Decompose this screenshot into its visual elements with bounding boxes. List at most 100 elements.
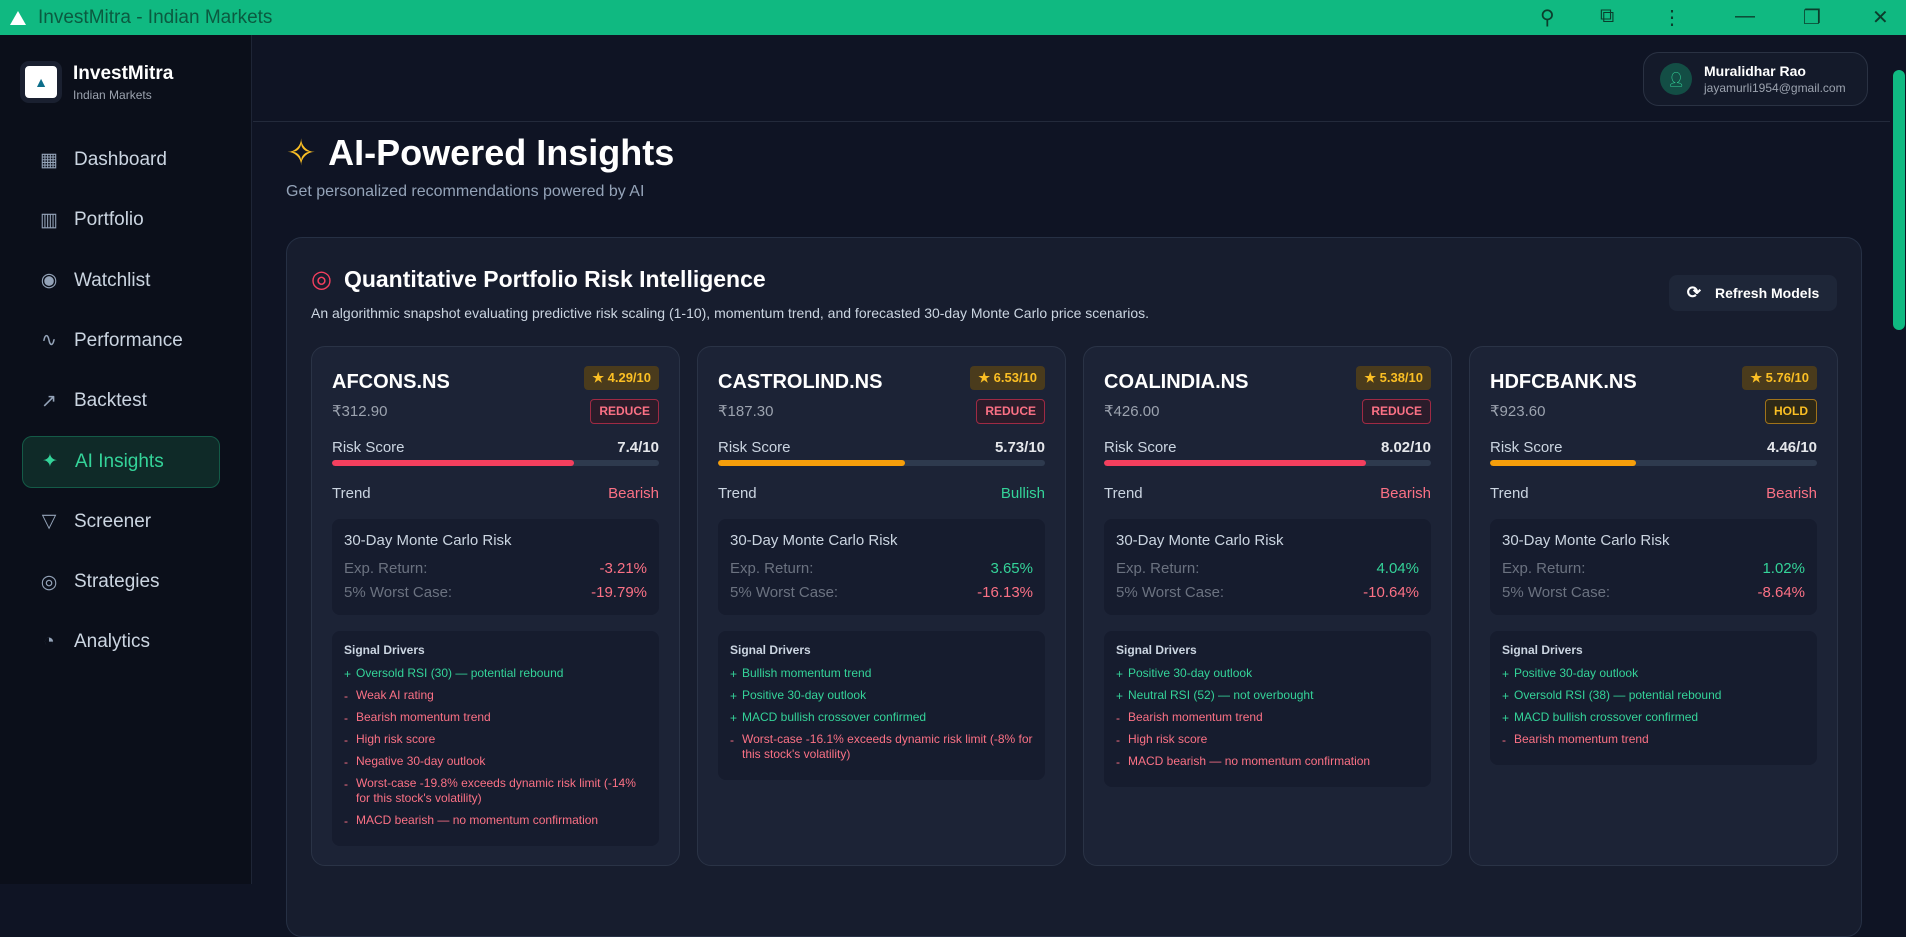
signal-driver: - MACD bearish — no momentum confirmation	[344, 813, 599, 828]
signal-driver: - Worst-case -16.1% exceeds dynamic risk …	[730, 732, 1033, 761]
scrollbar-thumb[interactable]	[1893, 70, 1905, 330]
sidebar-item-label: AI Insights	[75, 450, 164, 472]
exp-return-value: 3.65%	[990, 560, 1033, 577]
exp-return-label: Exp. Return:	[1502, 560, 1586, 577]
signal-drivers-box: Signal Drivers + Positive 30-day outlook + N…	[1104, 631, 1431, 787]
brand-logo: ▲	[20, 61, 62, 103]
signal-driver: + Positive 30-day outlook	[1116, 666, 1253, 681]
signal-driver: - High risk score	[344, 732, 436, 747]
refresh-icon: ⟳	[1686, 283, 1701, 302]
trend-value: Bearish	[1380, 485, 1431, 502]
action-badge: HOLD	[1765, 399, 1817, 424]
panel-title: ◎ Quantitative Portfolio Risk Intelligen…	[311, 266, 766, 293]
trending-up-icon: ↗	[41, 390, 57, 412]
page-title: ✧ AI-Powered Insights	[286, 132, 675, 173]
worst-case-label: 5% Worst Case:	[344, 584, 453, 601]
signal-driver: + Positive 30-day outlook	[730, 688, 867, 703]
signal-drivers-box: Signal Drivers + Oversold RSI (30) — poten…	[332, 631, 659, 846]
sidebar-item-backtest[interactable]: ↗ Backtest	[22, 375, 220, 427]
sidebar-item-label: Portfolio	[74, 209, 144, 231]
signal-driver: + MACD bullish crossover confirmed	[730, 710, 927, 725]
risk-score-label: Risk Score	[718, 439, 791, 456]
signal-driver: + Neutral RSI (52) — not overbought	[1116, 688, 1314, 703]
risk-score-fill	[332, 460, 574, 466]
monte-carlo-title: 30-Day Monte Carlo Risk	[1116, 532, 1284, 549]
app-logo-icon	[10, 10, 26, 25]
risk-score-fill	[1104, 460, 1367, 466]
monte-carlo-box: 30-Day Monte Carlo Risk Exp. Return: 4.0…	[1104, 519, 1431, 615]
page-subtitle: Get personalized recommendations powered…	[286, 183, 645, 200]
ticker: CASTROLIND.NS	[718, 371, 883, 393]
risk-score-bar	[718, 460, 1045, 466]
risk-score-bar	[1490, 460, 1817, 466]
signal-driver: - Worst-case -19.8% exceeds dynamic risk …	[344, 776, 636, 805]
signal-driver: - Bearish momentum trend	[1116, 710, 1263, 725]
sidebar-item-ai-insights[interactable]: ✦ AI Insights	[22, 435, 220, 488]
sidebar-item-dashboard[interactable]: ▦ Dashboard	[22, 134, 220, 186]
exp-return-value: 1.02%	[1762, 560, 1805, 577]
sidebar-item-label: Backtest	[74, 390, 147, 412]
monte-carlo-box: 30-Day Monte Carlo Risk Exp. Return: -3.…	[332, 519, 659, 615]
worst-case-label: 5% Worst Case:	[1116, 584, 1225, 601]
close-icon[interactable]: ✕	[1872, 7, 1889, 29]
sidebar-item-screener[interactable]: ▽ Screener	[22, 496, 220, 548]
sparkles-icon: ✧	[286, 132, 317, 173]
briefcase-icon: ▥	[40, 209, 58, 231]
sidebar-item-watchlist[interactable]: ◉ Watchlist	[22, 255, 220, 307]
risk-score-label: Risk Score	[332, 439, 405, 456]
minimize-icon[interactable]: —	[1735, 5, 1755, 27]
signal-drivers-title: Signal Drivers	[1502, 643, 1583, 657]
exp-return-label: Exp. Return:	[730, 560, 814, 577]
risk-score-bar	[1104, 460, 1431, 466]
user-menu[interactable]: 👤︎ Muralidhar Rao jayamurli1954@gmail.co…	[1643, 52, 1868, 106]
risk-score-label: Risk Score	[1490, 439, 1563, 456]
zoom-out-icon[interactable]: ⚲	[1540, 7, 1555, 29]
monte-carlo-title: 30-Day Monte Carlo Risk	[344, 532, 512, 549]
more-menu-icon[interactable]: ⋮	[1662, 7, 1682, 29]
signal-driver: - Weak AI rating	[344, 688, 434, 703]
sidebar-item-portfolio[interactable]: ▥ Portfolio	[22, 194, 220, 246]
scrollbar[interactable]	[1890, 35, 1906, 884]
worst-case-value: -16.13%	[977, 584, 1033, 601]
user-email: jayamurli1954@gmail.com	[1704, 81, 1846, 95]
monte-carlo-title: 30-Day Monte Carlo Risk	[1502, 532, 1670, 549]
signal-driver: - Bearish momentum trend	[344, 710, 491, 725]
sidebar: ▲ InvestMitra Indian Markets ▦ Dashboard ▥…	[0, 35, 252, 884]
sidebar-item-label: Analytics	[74, 631, 151, 653]
monte-carlo-box: 30-Day Monte Carlo Risk Exp. Return: 3.6…	[718, 519, 1045, 615]
trend-value: Bearish	[1766, 485, 1817, 502]
refresh-models-button[interactable]: ⟳ Refresh Models	[1669, 275, 1837, 311]
pie-chart-icon: ◔	[43, 631, 55, 653]
ai-rating-badge: ★ 5.76/10	[1742, 366, 1817, 390]
signal-driver: + Oversold RSI (38) — potential rebound	[1502, 688, 1722, 703]
trend-value: Bearish	[608, 485, 659, 502]
risk-intelligence-panel: ◎ Quantitative Portfolio Risk Intelligen…	[286, 237, 1862, 937]
stock-risk-card: AFCONS.NS ₹312.90 ★ 4.29/10 REDUCE Risk …	[311, 346, 680, 866]
sidebar-item-strategies[interactable]: ◎ Strategies	[22, 556, 220, 608]
exp-return-value: 4.04%	[1376, 560, 1419, 577]
signal-driver: - MACD bearish — no momentum confirmation	[1116, 754, 1371, 769]
panel-description: An algorithmic snapshot evaluating predi…	[311, 305, 1150, 321]
worst-case-label: 5% Worst Case:	[730, 584, 839, 601]
trend-label: Trend	[1104, 485, 1143, 502]
extension-icon[interactable]: ⧉	[1600, 5, 1615, 27]
worst-case-value: -19.79%	[591, 584, 647, 601]
signal-driver: - High risk score	[1116, 732, 1208, 747]
sidebar-item-performance[interactable]: ∿ Performance	[22, 315, 220, 367]
brand[interactable]: ▲ InvestMitra Indian Markets	[20, 61, 173, 103]
action-badge: REDUCE	[590, 399, 659, 424]
price: ₹923.60	[1490, 403, 1546, 420]
trend-label: Trend	[332, 485, 371, 502]
restore-icon[interactable]: ❐	[1803, 7, 1821, 29]
signal-drivers-box: Signal Drivers + Bullish momentum trend + Po…	[718, 631, 1045, 780]
price: ₹312.90	[332, 403, 388, 420]
ai-rating-badge: ★ 5.38/10	[1356, 366, 1431, 390]
action-badge: REDUCE	[976, 399, 1045, 424]
activity-icon: ∿	[41, 330, 57, 352]
worst-case-value: -8.64%	[1757, 584, 1805, 601]
ticker: COALINDIA.NS	[1104, 371, 1249, 393]
sidebar-item-analytics[interactable]: ◔ Analytics	[22, 616, 220, 668]
trend-label: Trend	[718, 485, 757, 502]
target-icon: ◎	[40, 571, 58, 593]
monte-carlo-box: 30-Day Monte Carlo Risk Exp. Return: 1.0…	[1490, 519, 1817, 615]
